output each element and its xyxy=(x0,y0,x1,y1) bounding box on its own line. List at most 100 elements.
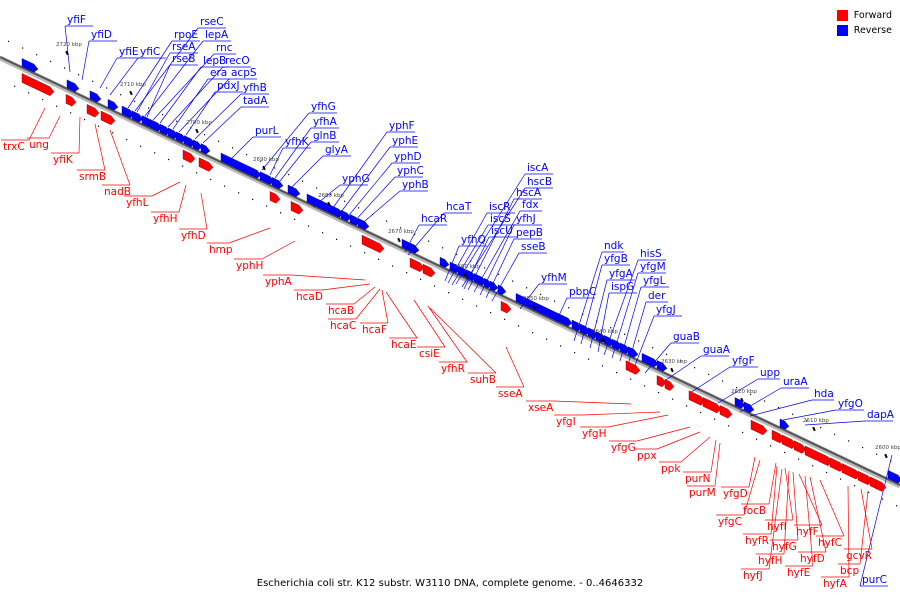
gene-label-lepA: lepA xyxy=(205,29,229,41)
reverse-gene-arrow xyxy=(734,397,746,409)
gene-label-iscR: iscR xyxy=(489,201,510,213)
gene-label-yphH: yphH xyxy=(236,260,263,272)
gene-label-purM: purM xyxy=(689,487,716,499)
reverse-gene-yfgF xyxy=(689,366,758,394)
reverse-gene-tadA xyxy=(202,106,269,144)
gene-label-yfhA: yfhA xyxy=(313,116,338,128)
forward-gene-ppx xyxy=(635,431,701,450)
kbp-tick-label: 2650 kbp xyxy=(523,296,549,302)
forward-gene-arrow xyxy=(409,257,425,272)
forward-gene-yfgI xyxy=(554,411,661,416)
gene-label-hscB: hscB xyxy=(527,176,552,188)
gene-label-ndk: ndk xyxy=(604,240,624,252)
kbp-tick-label: 2640 kbp xyxy=(592,329,618,335)
forward-gene-hyfJ xyxy=(741,468,783,570)
gene-label-hyfJ: hyfJ xyxy=(743,570,763,582)
forward-gene-hyfA xyxy=(821,485,850,578)
forward-gene-arrow xyxy=(664,378,675,391)
gene-label-hscA: hscA xyxy=(516,187,542,199)
gene-label-yphF: yphF xyxy=(389,120,415,132)
reverse-gene-yphB xyxy=(357,190,428,228)
forward-gene-yfiK xyxy=(51,116,81,154)
reverse-gene-yfhB xyxy=(194,93,269,140)
gene-label-nadB: nadB xyxy=(104,186,131,198)
forward-gene-sseA xyxy=(496,346,525,388)
reverse-gene-arrow xyxy=(410,243,420,254)
gene-label-fdx: fdx xyxy=(522,199,539,211)
reverse-gene-arrow xyxy=(66,79,80,93)
genome-caption: Escherichia coli str. K12 substr. W3110 … xyxy=(256,578,644,589)
forward-gene-ung xyxy=(27,115,61,139)
kbp-tick-label: 2690 kbp xyxy=(253,157,279,163)
gene-label-sseA: sseA xyxy=(498,388,523,400)
gene-label-tadA: tadA xyxy=(243,95,268,107)
reverse-gene-arrow xyxy=(627,346,639,358)
gene-label-hyfH: hyfH xyxy=(758,555,782,567)
reverse-gene-arrow xyxy=(107,99,119,111)
forward-label: Forward xyxy=(853,10,892,21)
gene-label-yfgC: yfgC xyxy=(718,516,742,528)
gene-label-focB: focB xyxy=(743,505,766,517)
reverse-gene-dapA xyxy=(804,420,893,426)
gene-label-pepB: pepB xyxy=(516,227,543,239)
reverse-gene-yfiC xyxy=(109,57,166,96)
kbp-tick-label: 2680 kbp xyxy=(318,193,344,199)
gene-label-hcaR: hcaR xyxy=(421,213,447,225)
forward-gene-focB xyxy=(741,462,777,505)
forward-gene-arrow xyxy=(21,73,55,97)
reverse-gene-arrow xyxy=(89,90,102,103)
reverse-gene-rseB xyxy=(146,64,198,118)
reverse-gene-arrow xyxy=(656,360,668,372)
reverse-gene-arrow xyxy=(641,353,659,368)
reverse-gene-rnc xyxy=(152,53,236,121)
gene-label-hda: hda xyxy=(814,388,834,400)
legend-forward: Forward xyxy=(836,8,892,23)
gene-label-rnc: rnc xyxy=(216,42,233,54)
gene-label-yfgF: yfgF xyxy=(732,355,755,367)
reverse-gene-arrow xyxy=(287,184,301,198)
gene-label-hcaC: hcaC xyxy=(330,320,356,332)
gene-label-dapA: dapA xyxy=(867,409,895,421)
reverse-gene-guaB xyxy=(644,342,699,374)
reverse-gene-era xyxy=(172,78,230,130)
gene-label-hcaF: hcaF xyxy=(362,324,387,336)
reverse-label: Reverse xyxy=(853,25,892,36)
forward-gene-purN xyxy=(683,439,717,473)
reverse-gene-yphC xyxy=(351,176,423,225)
reverse-gene-yfhG xyxy=(261,112,337,171)
gene-label-bcp: bcp xyxy=(840,565,859,577)
kbp-tick-label: 2710 kbp xyxy=(120,82,146,88)
gene-label-gcvR: gcvR xyxy=(846,550,872,562)
gene-label-yfgH: yfgH xyxy=(582,428,606,440)
gene-label-rseA: rseA xyxy=(172,41,196,53)
gene-label-purN: purN xyxy=(685,473,711,485)
reverse-gene-arrow xyxy=(192,139,203,151)
gene-arrows xyxy=(21,58,900,492)
gene-label-yphD: yphD xyxy=(394,151,422,163)
forward-gene-arrow xyxy=(875,479,887,492)
gene-label-yfhH: yfhH xyxy=(153,213,177,225)
gene-label-yphG: yphG xyxy=(342,173,370,185)
reverse-gene-arrow xyxy=(131,110,144,123)
forward-gene-ppk xyxy=(659,436,711,463)
kbp-tick-label: 2610 kbp xyxy=(803,418,829,424)
gene-label-hcaE: hcaE xyxy=(391,339,417,351)
gene-label-yphA: yphA xyxy=(265,276,293,288)
forward-gene-yfgC xyxy=(716,459,761,516)
gene-label-hyfI: hyfI xyxy=(767,521,787,533)
forward-gene-csiE xyxy=(413,299,446,348)
gene-label-trxC: trxC xyxy=(3,141,25,153)
forward-gene-hyfE xyxy=(785,475,814,567)
reverse-swatch xyxy=(836,25,848,36)
gene-label-yphC: yphC xyxy=(397,165,424,177)
minor-tick-dots xyxy=(8,40,898,507)
gene-label-yfgA: yfgA xyxy=(609,268,634,280)
forward-gene-hyfR xyxy=(743,465,778,535)
gene-label-era: era xyxy=(210,67,227,79)
reverse-gene-lepA xyxy=(144,40,231,117)
kbp-tick-label: 2700 kbp xyxy=(186,120,212,126)
forward-gene-arrow xyxy=(86,104,100,118)
reverse-gene-ispG xyxy=(597,292,637,353)
forward-gene-arrow xyxy=(750,419,768,436)
